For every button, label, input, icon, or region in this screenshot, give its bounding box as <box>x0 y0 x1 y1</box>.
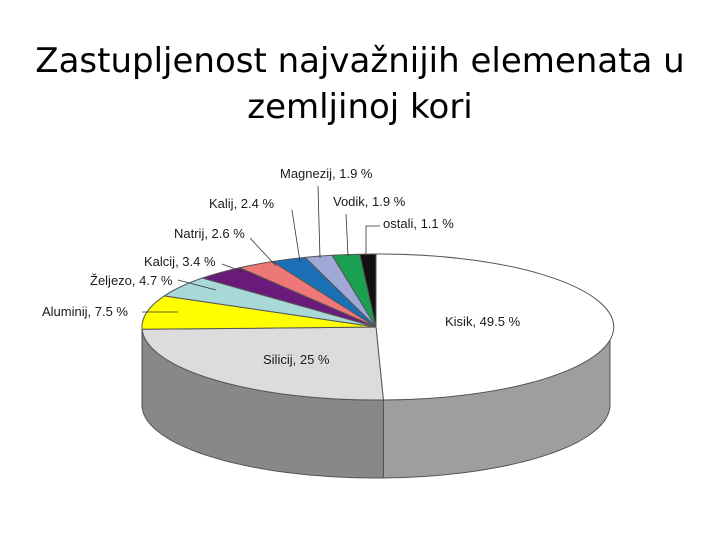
chart-title: Zastupljenost najvažnijih elemenata u ze… <box>30 38 690 130</box>
label-silicij: Silicij, 25 % <box>263 352 330 367</box>
leader-kalij <box>291 209 301 263</box>
label-kalcij: Kalcij, 3.4 % <box>144 254 216 269</box>
label--eljezo: Željezo, 4.7 % <box>90 273 173 288</box>
leader-natrij <box>249 237 277 267</box>
leader-kalcij <box>221 263 247 274</box>
slice-silicij <box>141 326 384 401</box>
label-kalij: Kalij, 2.4 % <box>209 196 274 211</box>
leader-vodik <box>345 213 349 257</box>
label-magnezij: Magnezij, 1.9 % <box>280 166 373 181</box>
slice-ostali <box>359 253 377 328</box>
leader-ostali <box>365 225 380 256</box>
leader--eljezo <box>177 279 217 291</box>
label-vodik: Vodik, 1.9 % <box>333 194 406 209</box>
title-line-2: zemljinoj kori <box>247 87 473 127</box>
label-aluminij: Aluminij, 7.5 % <box>42 304 128 319</box>
slice-kisik <box>375 253 615 401</box>
leader-magnezij <box>317 185 321 259</box>
title-line-1: Zastupljenost najvažnijih elemenata u <box>35 41 685 81</box>
label-kisik: Kisik, 49.5 % <box>445 314 521 329</box>
label-ostali: ostali, 1.1 % <box>383 216 454 231</box>
label-natrij: Natrij, 2.6 % <box>174 226 245 241</box>
